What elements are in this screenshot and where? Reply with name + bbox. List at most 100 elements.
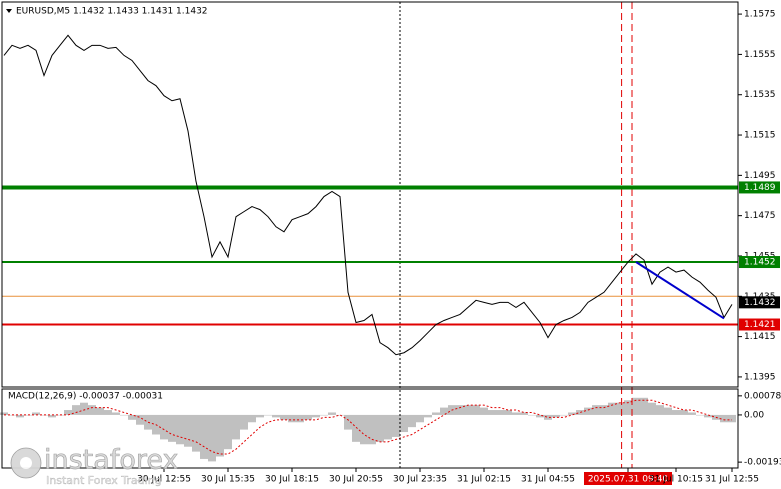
- y-tick-label: 1.1475: [744, 211, 776, 221]
- macd-bar: [696, 414, 704, 416]
- x-tick-label: 31 Jul 02:15: [457, 475, 511, 485]
- macd-bar: [0, 412, 8, 415]
- level-label: 1.1432: [744, 298, 776, 308]
- x-tick-label: 30 Jul 20:55: [329, 475, 383, 485]
- macd-bar: [344, 414, 352, 430]
- macd-bar: [96, 407, 104, 415]
- macd-bar: [360, 414, 368, 445]
- macd-bar: [72, 405, 80, 415]
- macd-bar: [80, 402, 88, 415]
- macd-bar: [168, 414, 176, 442]
- price-line: [3, 34, 733, 356]
- x-cursor-label-box: [584, 472, 672, 485]
- macd-bar: [184, 414, 192, 447]
- macd-bar: [352, 414, 360, 442]
- macd-bar: [728, 414, 736, 423]
- macd-bar: [120, 414, 128, 416]
- macd-bar: [144, 414, 152, 430]
- level-label-box: [739, 256, 780, 269]
- macd-bar: [32, 412, 40, 415]
- macd-bar: [640, 397, 648, 415]
- macd-bar: [16, 414, 24, 418]
- macd-bar: [112, 412, 120, 415]
- macd-bar: [256, 414, 264, 418]
- macd-bar: [328, 412, 336, 415]
- macd-bar: [576, 410, 584, 415]
- x-tick-label: 2025.07.31 09:40: [588, 475, 669, 485]
- y-tick-label: 1.1535: [744, 90, 776, 100]
- macd-y-tick-label: -0.00193: [744, 458, 781, 468]
- x-tick-label: 31 Jul 04:55: [521, 475, 575, 485]
- macd-bar: [688, 412, 696, 415]
- macd-bar: [376, 414, 384, 442]
- macd-label: MACD(12,26,9) -0.00037 -0.00031: [8, 392, 163, 402]
- macd-bar: [536, 414, 544, 418]
- macd-y-tick-label: 0.00: [744, 410, 764, 420]
- logo-icon-core: [20, 457, 32, 469]
- level-label-box: [739, 181, 780, 194]
- macd-bar: [64, 410, 72, 415]
- macd-bar: [488, 410, 496, 415]
- y-tick-label: 1.1515: [744, 131, 776, 141]
- macd-bar: [496, 410, 504, 415]
- macd-bar: [616, 402, 624, 415]
- macd-bar: [560, 414, 568, 416]
- macd-bar: [416, 414, 424, 423]
- macd-bar: [504, 410, 512, 415]
- level-label: 1.1421: [744, 320, 776, 330]
- macd-bar: [272, 414, 280, 418]
- macd-bar: [440, 407, 448, 415]
- macd-bar: [552, 414, 560, 418]
- macd-bar: [88, 405, 96, 415]
- macd-bar: [320, 414, 328, 416]
- macd-bar: [288, 414, 296, 423]
- macd-bar: [632, 397, 640, 415]
- watermark-brand: instaforex: [44, 445, 178, 476]
- macd-bar: [160, 414, 168, 440]
- macd-bar: [608, 402, 616, 415]
- macd-bar: [720, 414, 728, 423]
- macd-bar: [512, 412, 520, 415]
- macd-bar: [544, 414, 552, 420]
- macd-bar: [648, 402, 656, 415]
- macd-bar: [104, 410, 112, 415]
- macd-bar: [680, 410, 688, 415]
- macd-bar: [480, 407, 488, 415]
- macd-bar: [664, 407, 672, 415]
- macd-bar: [216, 414, 224, 457]
- x-tick-label: 30 Jul 15:35: [201, 475, 255, 485]
- macd-bar: [528, 414, 536, 416]
- macd-bar: [296, 414, 304, 423]
- macd-bar: [192, 414, 200, 452]
- macd-bar: [424, 414, 432, 418]
- macd-bar: [456, 405, 464, 415]
- macd-bar: [400, 414, 408, 433]
- macd-bar: [656, 405, 664, 415]
- chart-header: EURUSD,M5 1.1432 1.1433 1.1431 1.1432: [16, 7, 208, 17]
- macd-bar: [464, 405, 472, 415]
- y-tick-label: 1.1395: [744, 372, 776, 382]
- main-pane-frame: [1, 1, 739, 388]
- x-tick-label: 31 Jul 12:55: [705, 475, 759, 485]
- macd-bar: [240, 414, 248, 430]
- macd-y-tick-label: 0.00078: [744, 391, 781, 401]
- macd-bar: [432, 412, 440, 415]
- macd-bar: [264, 414, 272, 416]
- macd-bar: [368, 414, 376, 445]
- y-tick-label: 1.1495: [744, 171, 776, 181]
- macd-bar: [280, 414, 288, 420]
- macd-bar: [704, 414, 712, 418]
- level-label-box: [739, 318, 780, 331]
- macd-bar: [128, 414, 136, 420]
- macd-bar: [520, 412, 528, 415]
- macd-bar: [224, 414, 232, 450]
- macd-bar: [312, 414, 320, 418]
- y-tick-label: 1.1415: [744, 332, 776, 342]
- y-tick-label: 1.1575: [744, 10, 776, 20]
- macd-bar: [672, 410, 680, 415]
- macd-bar: [584, 407, 592, 415]
- macd-bar: [136, 414, 144, 425]
- macd-bar: [600, 405, 608, 415]
- macd-bar: [472, 405, 480, 415]
